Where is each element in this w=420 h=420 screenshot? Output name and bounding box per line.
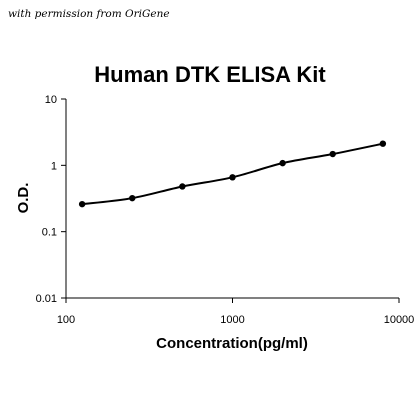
x-tick-label: 1000 (220, 314, 244, 326)
y-tick-label: 0.01 (36, 293, 57, 305)
y-axis-ticks: 0.01 0.1 1 10 (36, 94, 66, 305)
data-point-marker (179, 183, 186, 190)
data-point-marker (229, 174, 236, 181)
data-point-marker (78, 200, 86, 208)
y-tick-label: 10 (45, 94, 57, 106)
attribution-credit: with permission from OriGene (8, 8, 170, 20)
data-point-marker (329, 150, 336, 158)
chart-title: Human DTK ELISA Kit (94, 62, 326, 87)
x-axis-ticks: 100 1000 10000 (57, 298, 414, 326)
y-axis-label: O.D. (15, 183, 32, 214)
data-points (78, 140, 387, 208)
x-tick-label: 100 (57, 314, 75, 326)
y-tick-label: 1 (51, 160, 57, 172)
y-tick-label: 0.1 (42, 227, 57, 239)
data-point-marker (129, 194, 136, 202)
data-point-marker (279, 159, 286, 167)
data-point-marker (379, 140, 387, 147)
x-axis-label: Concentration(pg/ml) (156, 335, 308, 352)
fitted-curve-line (82, 142, 384, 206)
x-tick-label: 10000 (384, 314, 415, 326)
